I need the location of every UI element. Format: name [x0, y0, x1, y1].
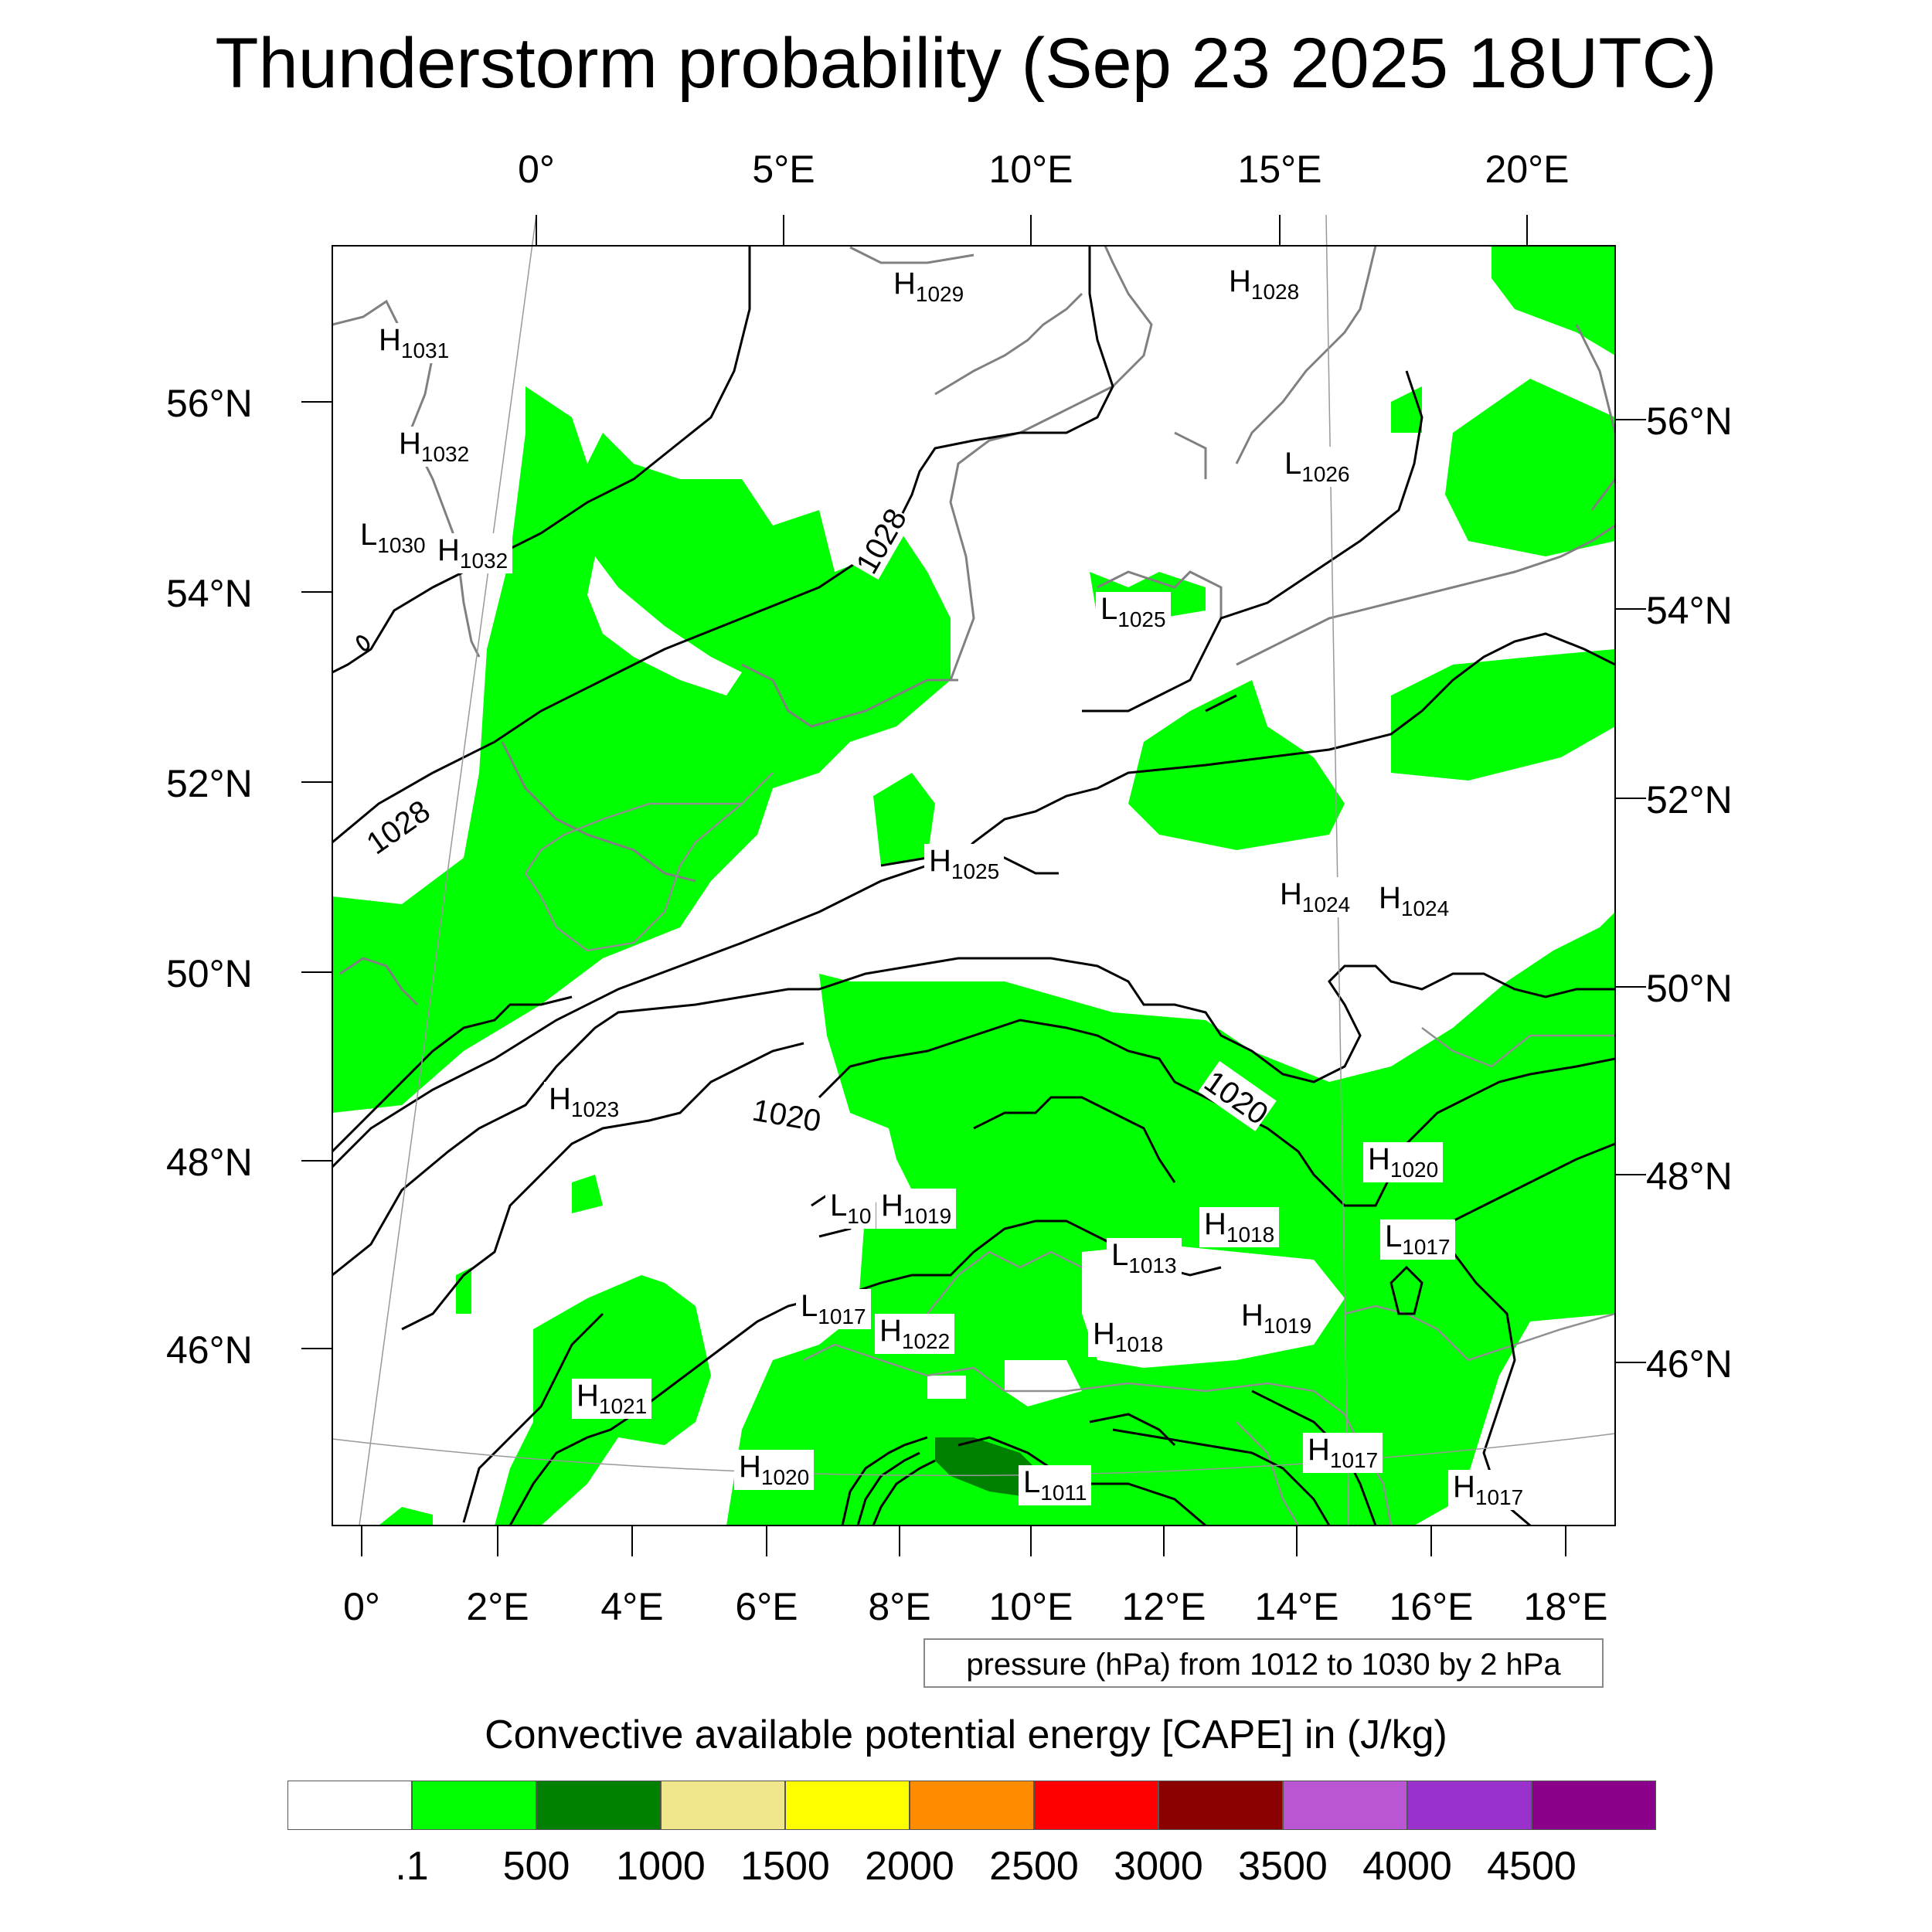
pressure-center-label: H1022	[875, 1314, 955, 1354]
ticks	[301, 215, 1646, 1556]
lon-label-top: 5°E	[752, 148, 815, 191]
pressure-center-label: H1021	[572, 1379, 652, 1419]
colorbar	[287, 1781, 1656, 1832]
lon-label-bottom: 0°	[343, 1585, 380, 1628]
lat-label-right: 52°N	[1646, 778, 1733, 821]
pressure-center-label: L1026	[1280, 447, 1355, 487]
pressure-center-label: H1032	[433, 533, 513, 573]
lat-label-left: 54°N	[166, 572, 253, 615]
pressure-center-label: L1017	[1380, 1219, 1455, 1260]
lat-label-left: 46°N	[166, 1328, 253, 1372]
lon-label-top: 10°E	[988, 148, 1073, 191]
colorbar-swatch	[661, 1781, 785, 1830]
colorbar-swatch	[910, 1781, 1034, 1830]
lon-label-bottom: 12°E	[1121, 1585, 1206, 1628]
colorbar-label: 3000	[1114, 1844, 1203, 1889]
pressure-center-label: H1018	[1088, 1317, 1168, 1357]
colorbar-swatch	[1407, 1781, 1532, 1830]
lon-label-bottom: 14°E	[1254, 1585, 1339, 1628]
pressure-center-label: H1017	[1448, 1470, 1529, 1510]
pressure-center-label: H1019	[1236, 1298, 1317, 1338]
colorbar-label: 1500	[740, 1844, 830, 1889]
pressure-center-label: H1024	[1275, 877, 1355, 917]
graticule	[332, 214, 1616, 1526]
lat-label-right: 46°N	[1646, 1342, 1733, 1386]
pressure-center-label: H1032	[394, 427, 474, 467]
lon-label-top: 20°E	[1485, 148, 1570, 191]
pressure-note: pressure (hPa) from 1012 to 1030 by 2 hP…	[923, 1638, 1604, 1688]
borders	[524, 772, 1615, 1526]
pressure-center-label: L1030	[355, 518, 430, 558]
colorbar-label: 500	[502, 1844, 570, 1889]
pressure-center-label: H1019	[876, 1189, 957, 1229]
lon-label-top: 0°	[518, 148, 555, 191]
colorbar-swatch	[785, 1781, 910, 1830]
page-title: Thunderstorm probability (Sep 23 2025 18…	[215, 24, 1717, 103]
lon-label-bottom: 4°E	[600, 1585, 664, 1628]
pressure-center-label: H1031	[374, 323, 454, 363]
colorbar-label: 1000	[616, 1844, 706, 1889]
pressure-center-label: L1017	[796, 1289, 871, 1329]
lon-label-bottom: 2°E	[466, 1585, 529, 1628]
colorbar-label: .1	[395, 1844, 429, 1889]
lat-label-right: 56°N	[1646, 400, 1733, 443]
pressure-center-label: H1024	[1374, 881, 1454, 921]
pressure-center-label: H1025	[924, 844, 1005, 884]
lat-label-right: 54°N	[1646, 589, 1733, 632]
legend-title: Convective available potential energy [C…	[485, 1713, 1447, 1757]
colorbar-swatch	[287, 1781, 412, 1830]
pressure-center-label: H1028	[1224, 264, 1304, 304]
colorbar-swatch	[1158, 1781, 1283, 1830]
lat-label-left: 50°N	[166, 952, 253, 995]
coastlines	[332, 246, 1615, 1006]
lon-label-top: 15°E	[1237, 148, 1322, 191]
colorbar-swatch	[536, 1781, 661, 1830]
lat-label-left: 56°N	[166, 382, 253, 425]
lon-label-bottom: 16°E	[1389, 1585, 1474, 1628]
pressure-center-label: H1029	[889, 267, 969, 307]
pressure-center-label: L1013	[1107, 1238, 1182, 1278]
colorbar-swatch	[1034, 1781, 1158, 1830]
pressure-center-label: L10	[825, 1189, 876, 1229]
lat-label-left: 48°N	[166, 1141, 253, 1184]
lat-label-left: 52°N	[166, 762, 253, 805]
colorbar-label: 2500	[989, 1844, 1079, 1889]
pressure-center-label: H1023	[544, 1082, 624, 1122]
colorbar-label: 2000	[865, 1844, 954, 1889]
lon-label-bottom: 10°E	[988, 1585, 1073, 1628]
pressure-center-label: H1017	[1303, 1433, 1383, 1473]
lat-label-right: 50°N	[1646, 967, 1733, 1010]
colorbar-label: 4500	[1487, 1844, 1577, 1889]
colorbar-label: 3500	[1238, 1844, 1328, 1889]
map-frame	[332, 245, 1616, 1526]
lon-label-bottom: 18°E	[1523, 1585, 1608, 1628]
colorbar-swatch	[1532, 1781, 1656, 1830]
colorbar-swatch	[412, 1781, 536, 1830]
lon-label-bottom: 8°E	[868, 1585, 931, 1628]
pressure-center-label: L1025	[1096, 592, 1171, 632]
colorbar-label: 4000	[1362, 1844, 1452, 1889]
pressure-center-label: H1018	[1199, 1207, 1280, 1247]
pressure-center-label: H1020	[1363, 1142, 1444, 1182]
isobars	[332, 246, 1615, 1526]
colorbar-swatch	[1283, 1781, 1407, 1830]
lat-label-right: 48°N	[1646, 1155, 1733, 1198]
lon-label-bottom: 6°E	[735, 1585, 798, 1628]
pressure-center-label: H1020	[734, 1450, 815, 1490]
pressure-center-label: L1011	[1019, 1465, 1092, 1505]
